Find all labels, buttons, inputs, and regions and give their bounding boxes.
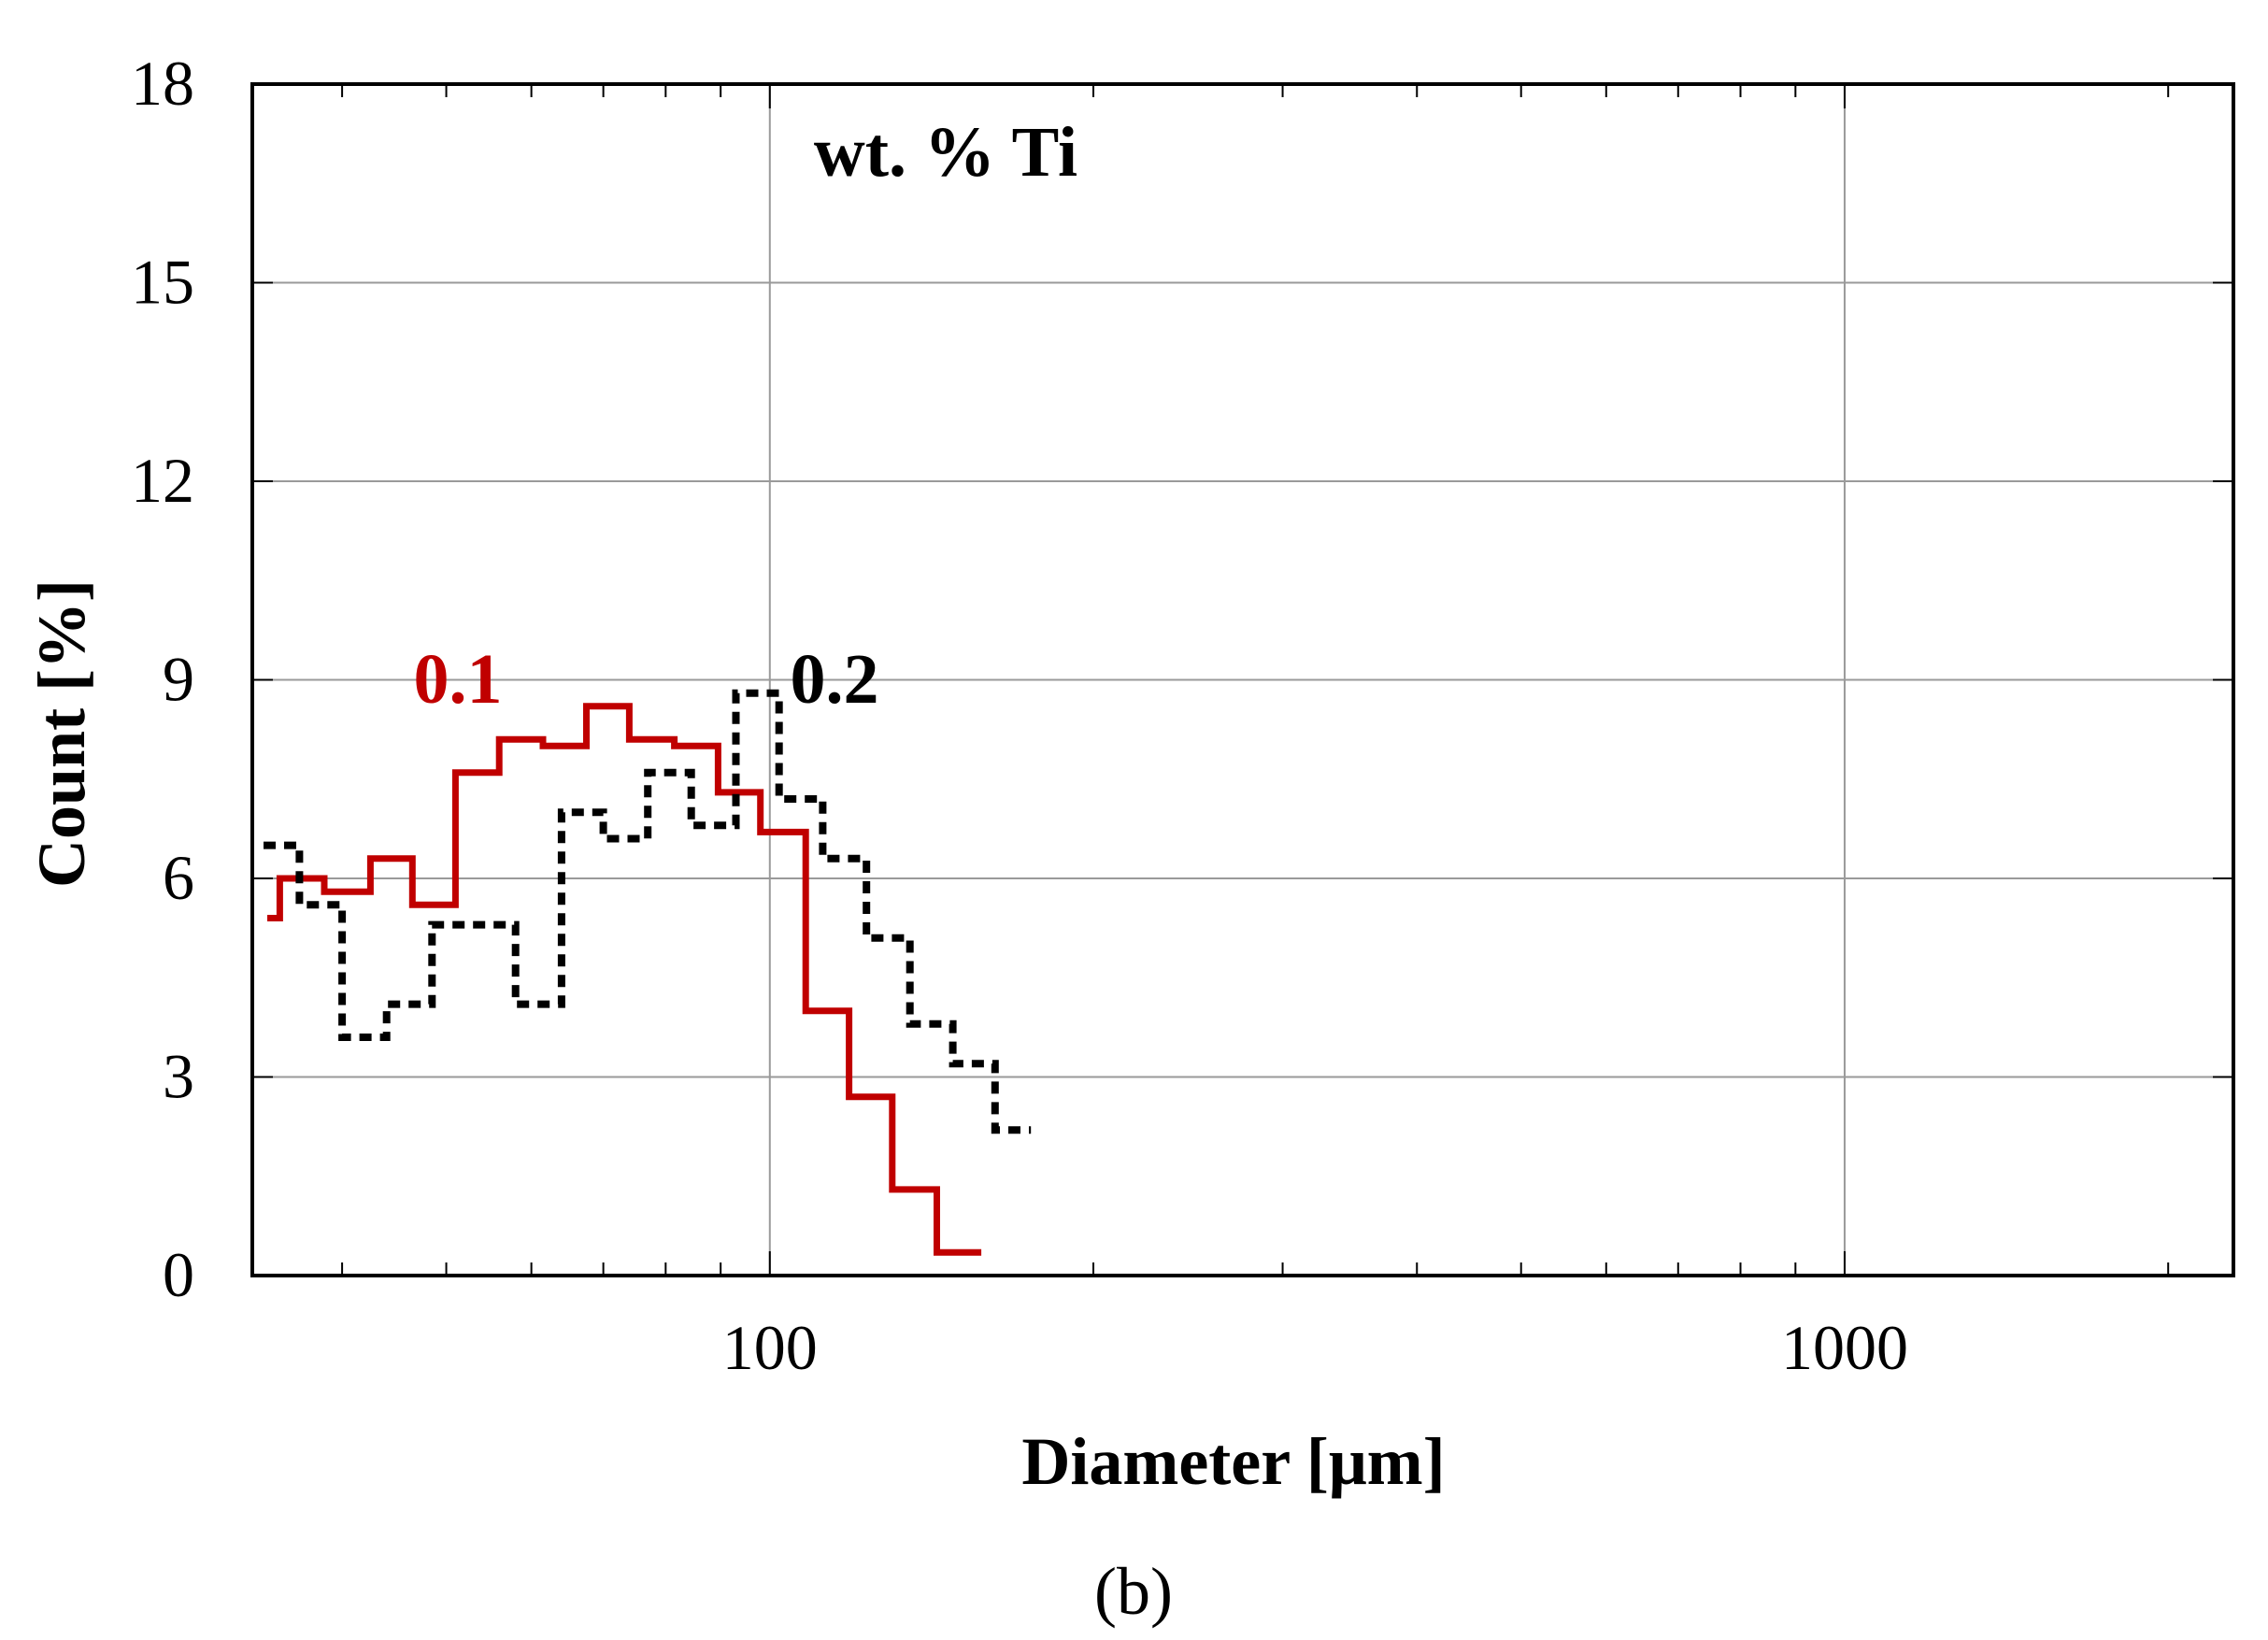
series-label-0.1: 0.1 — [414, 640, 503, 719]
gridlines — [252, 84, 2233, 1276]
y-tick-label: 9 — [163, 644, 194, 715]
legend-title: wt. % Ti — [814, 113, 1077, 192]
x-tick-label: 1000 — [1781, 1312, 1908, 1383]
y-tick-label: 0 — [163, 1239, 194, 1310]
y-tick-label: 15 — [131, 247, 194, 318]
y-tick-label: 12 — [131, 445, 194, 516]
plot-frame — [250, 82, 2235, 1277]
x-tick-label: 100 — [722, 1312, 818, 1383]
series-line-0.1 — [267, 703, 982, 1256]
y-tick-label: 6 — [163, 842, 194, 913]
series-layer — [264, 689, 1032, 1256]
y-tick-labels: 0 3 6 9 12 15 18 — [131, 48, 194, 1310]
y-tick-label: 18 — [131, 48, 194, 119]
series-line-0.2 — [264, 689, 1032, 1134]
y-axis-title: Count [%] — [24, 579, 99, 888]
x-tick-labels: 100 1000 — [722, 1312, 1908, 1383]
figure-caption: (b) — [1094, 1554, 1173, 1629]
y-tick-label: 3 — [163, 1041, 194, 1112]
x-axis-title: Diameter [μm] — [1021, 1424, 1445, 1499]
minor-ticks — [252, 83, 2233, 1276]
series-label-0.2: 0.2 — [791, 640, 879, 719]
